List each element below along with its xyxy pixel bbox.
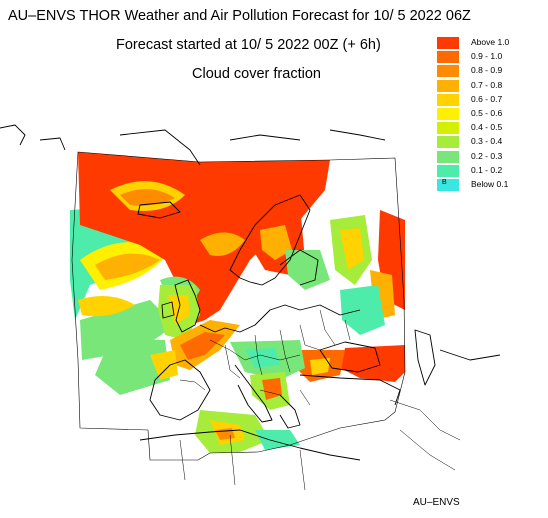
cloud-field xyxy=(70,152,405,460)
legend-swatch xyxy=(437,93,459,106)
cloud-region xyxy=(260,225,292,260)
legend-row: 0.6 - 0.7 xyxy=(437,93,545,107)
legend-label: Below 0.1 xyxy=(471,178,509,189)
legend-label: 0.5 - 0.6 xyxy=(471,107,503,118)
cloud-region xyxy=(150,350,178,380)
coastlines xyxy=(0,124,501,461)
legend-row: 0.1 - 0.2 xyxy=(437,164,545,178)
legend-label: 0.2 - 0.3 xyxy=(471,150,503,161)
legend-label: 0.3 - 0.4 xyxy=(471,136,503,147)
legend-swatch xyxy=(437,122,459,135)
legend-label: 0.9 - 1.0 xyxy=(471,51,503,62)
cloud-region xyxy=(285,250,330,290)
legend-row: 0.7 - 0.8 xyxy=(437,79,545,93)
legend-swatch xyxy=(437,107,459,120)
legend-swatch xyxy=(437,164,459,177)
legend-swatch xyxy=(437,37,459,49)
legend-row: 0.4 - 0.5 xyxy=(437,121,545,135)
legend-row: B Below 0.1 xyxy=(437,178,545,192)
forecast-start: Forecast started at 10/ 5 2022 00Z (+ 6h… xyxy=(116,37,381,53)
legend-row: 0.5 - 0.6 xyxy=(437,107,545,121)
forecast-map xyxy=(0,124,501,491)
cloud-region xyxy=(340,228,364,270)
cloud-region xyxy=(95,253,160,280)
legend-swatch: B xyxy=(437,178,459,191)
legend-label: Above 1.0 xyxy=(471,37,510,47)
legend-row: 0.9 - 1.0 xyxy=(437,50,545,64)
legend-swatch xyxy=(437,65,459,78)
cloud-region xyxy=(340,345,405,382)
legend-marker: B xyxy=(442,178,447,186)
borders xyxy=(179,309,461,491)
cloud-region xyxy=(310,358,330,375)
cloud-region xyxy=(340,285,385,335)
legend-label: 0.4 - 0.5 xyxy=(471,122,503,133)
legend-row: 0.3 - 0.4 xyxy=(437,135,545,149)
cloud-region xyxy=(120,189,175,206)
legend-row: Above 1.0 xyxy=(437,36,545,50)
credit-label: AU–ENVS xyxy=(413,497,460,508)
legend-swatch xyxy=(437,79,459,92)
variable-name: Cloud cover fraction xyxy=(192,66,321,82)
cloud-region xyxy=(95,340,170,395)
cloud-region xyxy=(78,296,135,317)
legend-row: 0.8 - 0.9 xyxy=(437,64,545,78)
cloud-region xyxy=(180,332,225,360)
legend-row: 0.2 - 0.3 xyxy=(437,150,545,164)
legend-swatch xyxy=(437,150,459,163)
legend-label: 0.1 - 0.2 xyxy=(471,164,503,175)
legend: Above 1.0 0.9 - 1.0 0.8 - 0.9 0.7 - 0.8 0.6 … xyxy=(437,36,545,192)
legend-label: 0.8 - 0.9 xyxy=(471,65,503,76)
cloud-region xyxy=(245,348,280,368)
legend-label: 0.6 - 0.7 xyxy=(471,93,503,104)
cloud-region xyxy=(200,232,245,256)
map-title: AU–ENVS THOR Weather and Air Pollution F… xyxy=(8,8,471,24)
legend-swatch xyxy=(437,51,459,64)
legend-label: 0.7 - 0.8 xyxy=(471,79,503,90)
legend-swatch xyxy=(437,136,459,149)
